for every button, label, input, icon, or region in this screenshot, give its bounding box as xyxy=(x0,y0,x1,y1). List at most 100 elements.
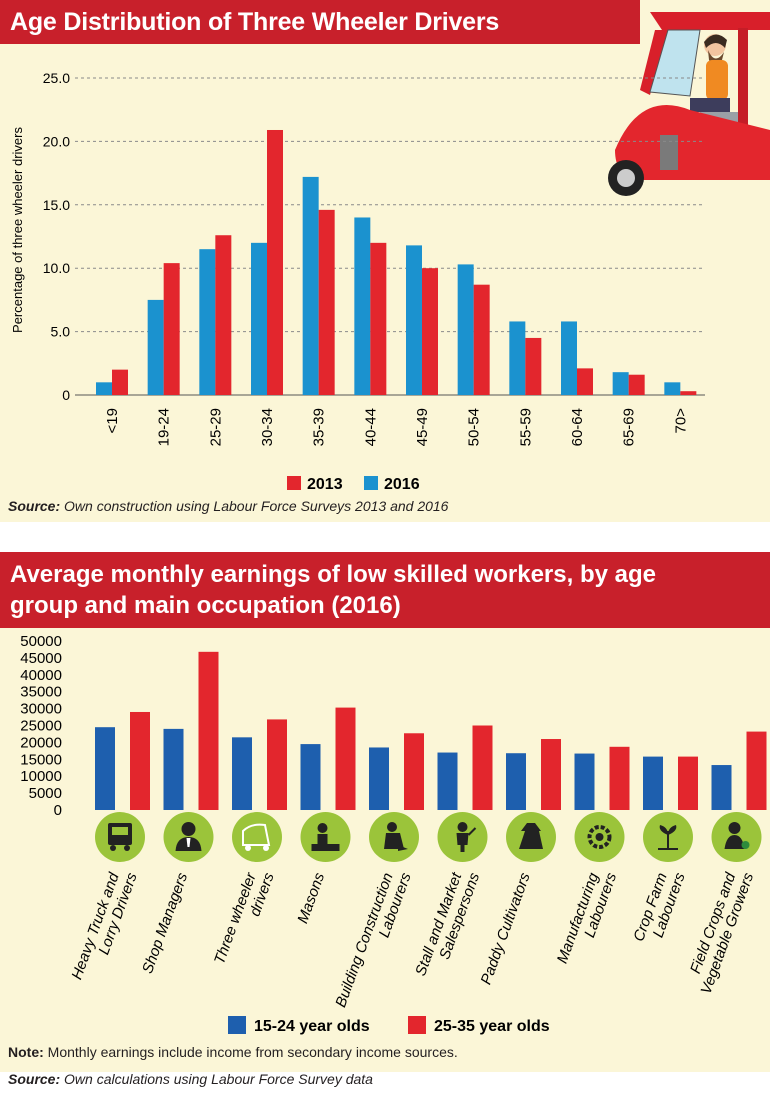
chart2-title-line2: group and main occupation (2016) xyxy=(10,592,401,619)
farmer-icon-badge xyxy=(506,812,556,862)
chart2-bar-age-15-24 xyxy=(711,765,732,810)
chart1-category-label: 40-44 xyxy=(362,408,379,446)
chart1-source: Source: Own construction using Labour Fo… xyxy=(8,498,448,514)
chart2-bar-age-25-35 xyxy=(130,711,150,810)
gear-icon-ring xyxy=(587,825,612,849)
chart1-legend-swatch xyxy=(287,476,301,490)
chart1-source-text: Own construction using Labour Force Surv… xyxy=(60,498,449,514)
grower-icon-badge xyxy=(711,812,762,862)
chart2-title: Average monthly earnings of low skilled … xyxy=(0,552,770,628)
chart1-ytick-label: 20.0 xyxy=(43,133,70,149)
chart2-category-label-line1: Masons xyxy=(294,870,328,926)
chart1-ytick-label: 15.0 xyxy=(43,197,70,213)
chart2-category-label-line1: Paddy Cultivators xyxy=(478,870,534,987)
chart2-bar-age-15-24 xyxy=(437,752,458,810)
age-distribution-chart: 25.0 20.0 15.0 10.0 5.0 0 Percentage of three … xyxy=(10,12,770,493)
chart2-note-text: Monthly earnings include income from sec… xyxy=(43,1044,458,1060)
chart1-category-label: 35-39 xyxy=(311,408,328,446)
chart2-ytick-label: 20000 xyxy=(20,734,62,751)
chart1-category-label: 19-24 xyxy=(156,408,173,446)
mason-icon-body xyxy=(317,834,328,844)
mason-icon-head xyxy=(317,823,328,833)
chart1-bar-2013 xyxy=(628,374,645,395)
chart2-ytick-label: 15000 xyxy=(20,751,62,768)
manager-icon-head xyxy=(181,822,196,836)
chart2-ytick-label: 40000 xyxy=(20,667,62,684)
gear-worker-icon-badge xyxy=(574,812,625,862)
chart1-bar-2013 xyxy=(577,368,593,395)
plant-icon-badge xyxy=(643,812,693,862)
chart2-legend-label: 15-24 year olds xyxy=(254,1018,370,1035)
manager-icon-tie xyxy=(186,838,191,847)
grower-icon-body xyxy=(724,835,745,849)
chart2-legend-swatch xyxy=(408,1016,426,1034)
truck-icon-window xyxy=(112,827,128,835)
chart2-note: Note: Monthly earnings include income fr… xyxy=(8,1044,458,1060)
chart1-category-label: 25-29 xyxy=(207,408,224,446)
construction-worker-icon-badge xyxy=(369,812,419,862)
chart1-category-label: 50-54 xyxy=(466,408,483,446)
chart1-bar-2013 xyxy=(473,284,490,395)
chart1-category-label: 55-59 xyxy=(517,408,534,446)
chart1-bar-2016 xyxy=(147,299,164,395)
farmer-icon-body xyxy=(519,831,543,849)
plant-icon-leaf xyxy=(659,825,668,835)
chart1-bar-2016 xyxy=(509,321,526,395)
chart1-ytick-label: 0 xyxy=(62,387,70,403)
chart1-bar-2016 xyxy=(354,217,371,395)
chart2-source-text: Own calculations using Labour Force Surv… xyxy=(60,1071,373,1087)
chart2-category-label-line1: Three wheeler xyxy=(211,870,260,967)
chart1-category-label: <19 xyxy=(104,408,121,433)
chart2-legend-label: 25-35 year olds xyxy=(434,1018,550,1035)
chart2-ytick-label: 45000 xyxy=(20,650,62,667)
chart2-bar-age-15-24 xyxy=(369,747,389,810)
three-wheeler-icon-wheel xyxy=(245,845,251,851)
chart1-ytick-label: 25.0 xyxy=(43,70,70,86)
chart2-bar-age-25-35 xyxy=(678,756,698,810)
chart1-bar-2013 xyxy=(318,209,335,395)
chart1-bar-2016 xyxy=(406,245,422,395)
chart1-bar-2016 xyxy=(96,382,112,395)
salesperson-icon-badge xyxy=(437,812,488,862)
earnings-panel: Average monthly earnings of low skilled … xyxy=(0,552,770,1072)
worker-icon-head xyxy=(387,822,397,832)
chart1-bar-2013 xyxy=(680,391,697,395)
chart1-bar-2013 xyxy=(370,242,387,395)
chart2-bar-age-15-24 xyxy=(643,756,663,810)
chart1-bar-2013 xyxy=(163,263,180,395)
truck-icon-wheel xyxy=(110,845,116,851)
chart2-ytick-label: 10000 xyxy=(20,768,62,785)
grower-icon-plant xyxy=(741,841,750,849)
chart1-bar-2013 xyxy=(422,268,438,395)
chart1-bar-2016 xyxy=(199,249,216,395)
chart2-category-label-line1: Building Construction xyxy=(332,871,396,1010)
chart2-legend-swatch xyxy=(228,1016,246,1034)
chart1-ytick-label: 5.0 xyxy=(51,324,71,340)
chart2-bar-age-15-24 xyxy=(300,744,321,810)
mason-icon-badge xyxy=(300,812,351,862)
chart2-ytick-label: 50000 xyxy=(20,633,62,650)
chart1-category-label: 60-64 xyxy=(569,408,586,446)
three-wheeler-driver-illustration xyxy=(608,12,770,196)
sales-icon-head xyxy=(457,822,468,832)
three-wheeler-icon-circle xyxy=(232,812,282,862)
chart2-ytick-label: 35000 xyxy=(20,684,62,701)
sales-icon-body xyxy=(456,833,469,852)
chart2-note-label: Note: xyxy=(8,1044,44,1060)
chart2-source: Source: Own calculations using Labour Fo… xyxy=(8,1071,373,1087)
chart2-category-label-line1: Shop Managers xyxy=(139,870,191,976)
chart2-bar-age-25-35 xyxy=(335,707,356,810)
chart1-category-label: 45-49 xyxy=(414,408,431,446)
chart2-ytick-label: 0 xyxy=(54,802,62,819)
chart1-bar-2013 xyxy=(525,337,542,395)
chart1-bar-2016 xyxy=(251,242,267,395)
chart2-bar-age-25-35 xyxy=(267,719,287,810)
chart1-legend-swatch xyxy=(364,476,378,490)
chart1-y-axis-label: Percentage of three wheeler drivers xyxy=(10,127,25,333)
manager-icon-badge xyxy=(163,812,214,862)
chart2-bar-age-15-24 xyxy=(574,753,595,810)
chart2-ytick-label: 30000 xyxy=(20,701,62,718)
truck-icon-badge xyxy=(95,812,145,862)
chart1-category-label: 30-34 xyxy=(259,408,276,446)
